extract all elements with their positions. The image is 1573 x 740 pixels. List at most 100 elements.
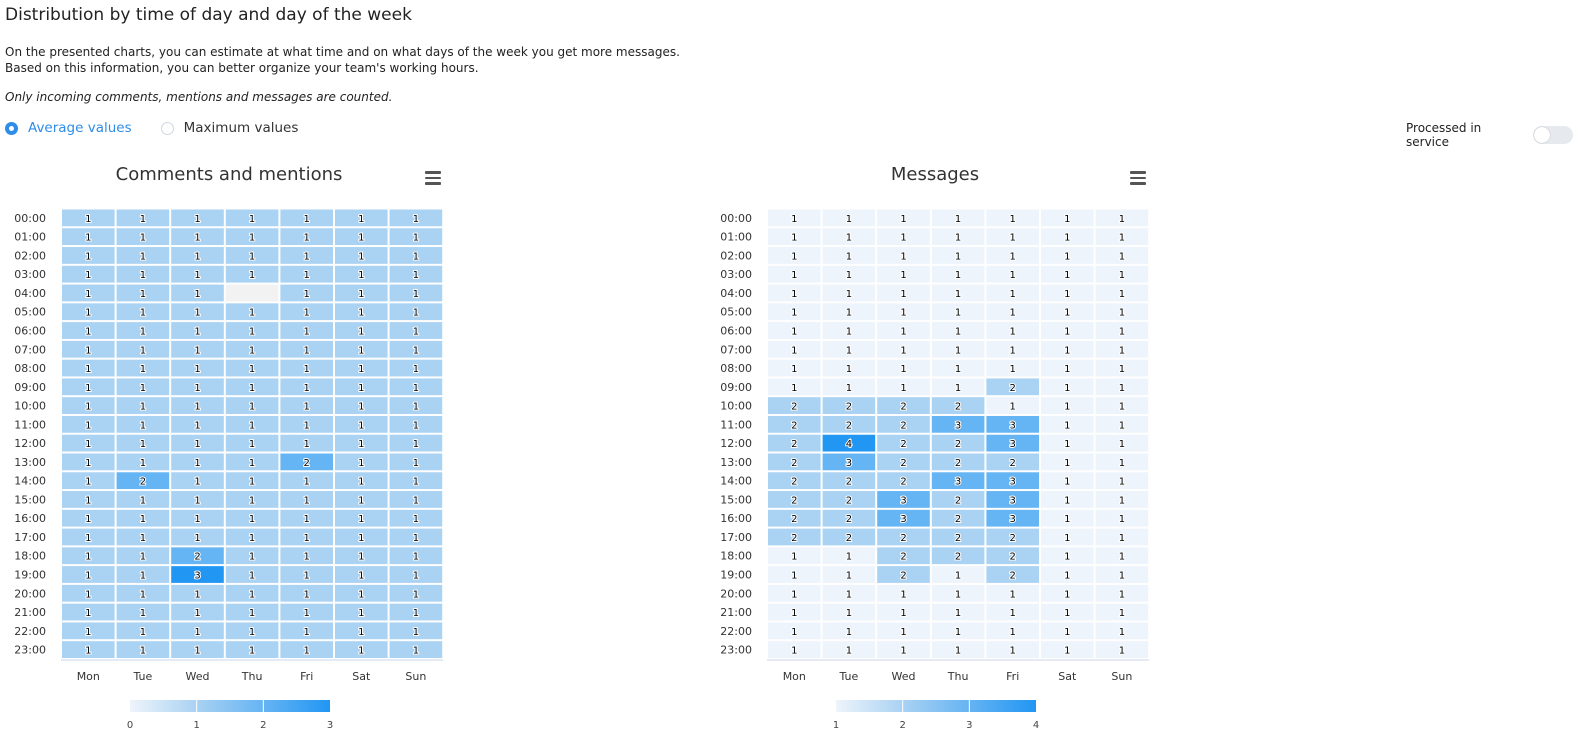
- heatmap-cell[interactable]: [61, 565, 116, 584]
- heatmap-cell[interactable]: [1040, 565, 1095, 584]
- heatmap-cell[interactable]: [767, 490, 822, 509]
- heatmap-cell[interactable]: [985, 396, 1040, 415]
- heatmap-cell[interactable]: [279, 471, 334, 491]
- heatmap-cell[interactable]: [170, 208, 225, 228]
- heatmap-cell[interactable]: [115, 246, 171, 265]
- heatmap-cell[interactable]: [224, 358, 280, 378]
- heatmap-cell[interactable]: [388, 471, 444, 491]
- heatmap-cell[interactable]: [279, 264, 334, 284]
- heatmap-cell[interactable]: [61, 227, 116, 247]
- heatmap-cell[interactable]: [930, 583, 986, 603]
- heatmap-cell[interactable]: [224, 508, 280, 528]
- radio-maximum-values[interactable]: Maximum values: [160, 120, 298, 136]
- heatmap-cell[interactable]: [115, 321, 171, 340]
- heatmap-cell[interactable]: [61, 246, 116, 265]
- heatmap-cell[interactable]: [388, 414, 444, 434]
- heatmap-cell[interactable]: [767, 565, 822, 584]
- heatmap-cell[interactable]: [985, 527, 1040, 547]
- heatmap-cell[interactable]: [930, 508, 986, 528]
- heatmap-cell[interactable]: [876, 471, 931, 491]
- heatmap-cell[interactable]: [1094, 527, 1150, 547]
- heatmap-cell[interactable]: [334, 583, 389, 603]
- heatmap-cell[interactable]: [61, 621, 116, 641]
- heatmap-cell[interactable]: [170, 527, 225, 547]
- heatmap-cell[interactable]: [876, 208, 931, 228]
- heatmap-cell[interactable]: [821, 602, 877, 622]
- heatmap-cell[interactable]: [170, 264, 225, 284]
- heatmap-cell[interactable]: [821, 527, 877, 547]
- heatmap-cell[interactable]: [115, 283, 171, 303]
- heatmap-cell[interactable]: [61, 321, 116, 340]
- heatmap-cell[interactable]: [876, 414, 931, 434]
- heatmap-cell[interactable]: [224, 602, 280, 622]
- heatmap-cell[interactable]: [334, 396, 389, 415]
- heatmap-cell[interactable]: [170, 302, 225, 322]
- heatmap-cell[interactable]: [1040, 433, 1095, 453]
- heatmap-cell[interactable]: [767, 602, 822, 622]
- heatmap-cell[interactable]: [1094, 302, 1150, 322]
- heatmap-cell[interactable]: [170, 452, 225, 472]
- heatmap-cell[interactable]: [279, 565, 334, 584]
- heatmap-cell[interactable]: [388, 527, 444, 547]
- heatmap-cell[interactable]: [224, 339, 280, 359]
- heatmap-cell[interactable]: [61, 583, 116, 603]
- heatmap-cell[interactable]: [1094, 546, 1150, 566]
- heatmap-cell[interactable]: [279, 621, 334, 641]
- heatmap-cell[interactable]: [224, 246, 280, 265]
- heatmap-cell[interactable]: [1094, 358, 1150, 378]
- heatmap-cell[interactable]: [334, 358, 389, 378]
- heatmap-cell[interactable]: [985, 471, 1040, 491]
- heatmap-cell[interactable]: [1040, 396, 1095, 415]
- heatmap-cell[interactable]: [767, 621, 822, 641]
- heatmap-cell[interactable]: [821, 471, 877, 491]
- heatmap-cell[interactable]: [224, 377, 280, 397]
- heatmap-cell[interactable]: [767, 283, 822, 303]
- heatmap-cell[interactable]: [115, 339, 171, 359]
- heatmap-cell[interactable]: [279, 377, 334, 397]
- heatmap-cell[interactable]: [334, 302, 389, 322]
- heatmap-cell[interactable]: [767, 377, 822, 397]
- heatmap-cell[interactable]: [388, 321, 444, 340]
- heatmap-cell[interactable]: [876, 302, 931, 322]
- heatmap-cell[interactable]: [61, 396, 116, 415]
- heatmap-cell[interactable]: [388, 508, 444, 528]
- heatmap-cell[interactable]: [1094, 377, 1150, 397]
- heatmap-cell[interactable]: [1040, 621, 1095, 641]
- heatmap-cell[interactable]: [61, 527, 116, 547]
- heatmap-cell[interactable]: [61, 508, 116, 528]
- heatmap-cell[interactable]: [224, 640, 280, 659]
- heatmap-cell[interactable]: [115, 208, 171, 228]
- heatmap-cell[interactable]: [224, 583, 280, 603]
- heatmap-cell[interactable]: [930, 321, 986, 340]
- heatmap-cell[interactable]: [1094, 640, 1150, 659]
- heatmap-cell[interactable]: [279, 321, 334, 340]
- heatmap-cell[interactable]: [1094, 602, 1150, 622]
- heatmap-cell[interactable]: [1040, 377, 1095, 397]
- heatmap-cell[interactable]: [930, 527, 986, 547]
- heatmap-cell[interactable]: [930, 283, 986, 303]
- heatmap-cell[interactable]: [334, 452, 389, 472]
- heatmap-cell[interactable]: [767, 433, 822, 453]
- heatmap-cell[interactable]: [170, 246, 225, 265]
- heatmap-cell[interactable]: [61, 602, 116, 622]
- heatmap-cell[interactable]: [985, 358, 1040, 378]
- heatmap-cell[interactable]: [930, 302, 986, 322]
- heatmap-cell[interactable]: [224, 414, 280, 434]
- heatmap-cell[interactable]: [1094, 452, 1150, 472]
- heatmap-cell[interactable]: [170, 583, 225, 603]
- heatmap-cell[interactable]: [115, 490, 171, 509]
- heatmap-cell[interactable]: [1040, 227, 1095, 247]
- heatmap-cell[interactable]: [930, 264, 986, 284]
- heatmap-cell[interactable]: [279, 490, 334, 509]
- heatmap-cell[interactable]: [767, 339, 822, 359]
- heatmap-cell[interactable]: [821, 583, 877, 603]
- heatmap-cell[interactable]: [61, 208, 116, 228]
- heatmap-cell[interactable]: [115, 471, 171, 491]
- heatmap-cell[interactable]: [985, 452, 1040, 472]
- heatmap-cell[interactable]: [224, 527, 280, 547]
- heatmap-cell[interactable]: [985, 227, 1040, 247]
- heatmap-cell[interactable]: [224, 302, 280, 322]
- heatmap-cell[interactable]: [61, 339, 116, 359]
- heatmap-cell[interactable]: [388, 377, 444, 397]
- heatmap-cell[interactable]: [1094, 414, 1150, 434]
